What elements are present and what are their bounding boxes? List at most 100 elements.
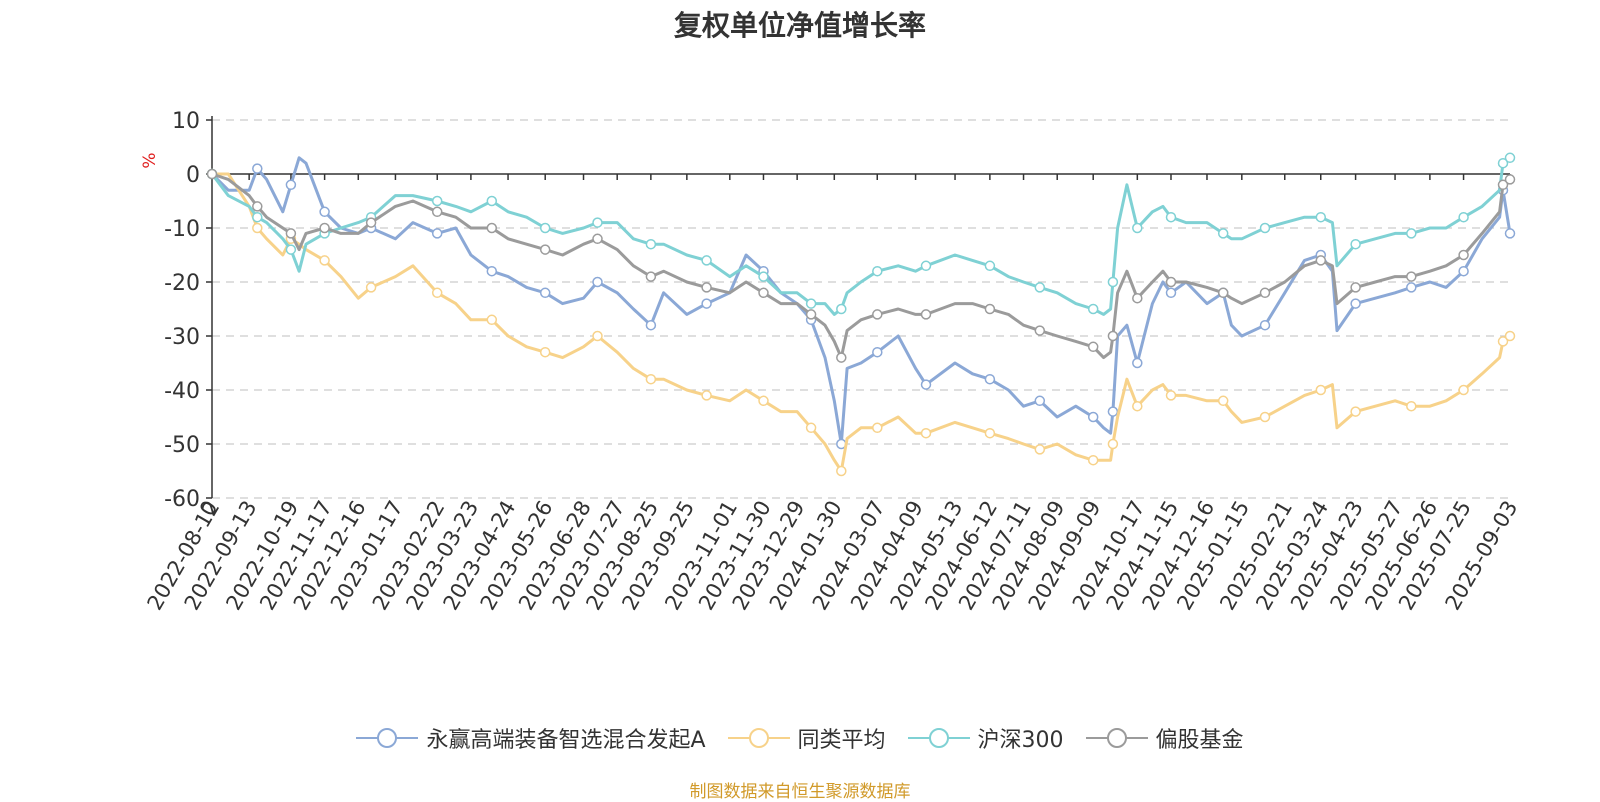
- series-point: [486, 222, 498, 234]
- series-point: [836, 352, 847, 363]
- series-point: [285, 244, 297, 255]
- series-point: [1350, 282, 1361, 293]
- y-tick-label: 10: [172, 109, 200, 134]
- series-point: [486, 265, 498, 277]
- series-point: [1132, 292, 1143, 304]
- series-point: [1087, 411, 1099, 423]
- series-point: [1217, 287, 1229, 299]
- series-point: [984, 303, 996, 315]
- series-point: [539, 244, 551, 255]
- y-tick-label: -20: [164, 271, 200, 296]
- series-point: [1497, 157, 1509, 169]
- y-tick-label: -60: [164, 487, 200, 512]
- series-line: [210, 156, 1511, 316]
- series-point: [1217, 395, 1229, 407]
- series-point: [252, 222, 263, 234]
- series-point: [872, 309, 883, 320]
- series-point: [1034, 395, 1046, 407]
- series-point: [1504, 330, 1516, 342]
- series-point: [319, 206, 330, 218]
- axes: [206, 116, 1511, 499]
- series-point: [701, 255, 712, 266]
- legend-label: 沪深300: [977, 728, 1064, 753]
- series-point: [592, 276, 603, 288]
- series-point: [920, 427, 932, 439]
- series-point: [805, 298, 817, 309]
- series-point: [1034, 444, 1046, 455]
- legend-swatch-icon: [356, 728, 419, 748]
- series-point: [1165, 287, 1177, 299]
- series-point: [1504, 228, 1516, 239]
- series-point: [1315, 211, 1327, 223]
- series-point: [539, 346, 551, 358]
- series-point: [431, 206, 443, 218]
- series-point: [365, 217, 377, 228]
- series-point: [645, 238, 657, 250]
- legend-item[interactable]: 永赢高端装备智选混合发起A: [356, 722, 706, 754]
- series-point: [1458, 211, 1469, 223]
- series-point: [431, 195, 443, 207]
- series-point: [984, 373, 996, 385]
- series-point: [1504, 152, 1516, 164]
- series-point: [1034, 325, 1046, 336]
- series-point: [645, 319, 657, 331]
- series-point: [872, 422, 883, 434]
- y-tick-label: -50: [164, 433, 200, 458]
- series-line: [212, 172, 1511, 473]
- series-point: [1458, 265, 1469, 277]
- series-point: [920, 260, 932, 272]
- legend-item[interactable]: 偏股基金: [1085, 722, 1244, 754]
- series-point: [1034, 282, 1046, 293]
- series-point: [486, 195, 498, 207]
- series-line: [211, 172, 1511, 360]
- series-point: [252, 211, 263, 223]
- legend-swatch-icon: [1085, 728, 1148, 748]
- series-point: [1406, 282, 1417, 293]
- series-point: [920, 309, 932, 320]
- series-point: [1217, 228, 1229, 239]
- source-note: 制图数据来自恒生聚源数据库: [689, 782, 911, 802]
- series-point: [1132, 400, 1143, 412]
- series-point: [1165, 276, 1177, 288]
- axis-labels: 100-10-20-30-40-50-60%2022-08-122022-09-…: [140, 109, 1522, 614]
- series-point: [592, 217, 603, 228]
- series-point: [1259, 222, 1271, 234]
- series-point: [1504, 174, 1516, 185]
- series-line: [210, 156, 1512, 446]
- series-point: [984, 427, 996, 439]
- series-point: [1350, 406, 1361, 417]
- series-point: [701, 298, 712, 309]
- series-point: [872, 346, 883, 358]
- series-point: [1350, 298, 1361, 309]
- legend-item[interactable]: 同类平均: [727, 722, 886, 754]
- series-point: [1087, 454, 1099, 466]
- series-point: [252, 201, 263, 212]
- legend-label: 偏股基金: [1155, 728, 1244, 753]
- series-point: [701, 282, 712, 293]
- series-lines: [206, 152, 1516, 477]
- series-point: [1259, 411, 1271, 423]
- series-point: [1259, 287, 1271, 299]
- series-point: [1315, 384, 1327, 396]
- series-point: [486, 314, 498, 326]
- series-point: [431, 228, 443, 239]
- y-tick-label: -10: [164, 217, 200, 242]
- series-point: [836, 465, 847, 477]
- legend-swatch-icon: [727, 728, 790, 748]
- y-tick-label: -40: [164, 379, 200, 404]
- series-point: [872, 265, 883, 277]
- series-point: [539, 287, 551, 299]
- series-point: [1259, 319, 1271, 331]
- series-point: [319, 255, 330, 266]
- series-point: [1107, 276, 1119, 288]
- series-point: [252, 163, 263, 174]
- series-point: [1497, 336, 1509, 347]
- series-point: [758, 395, 769, 407]
- series-point: [1165, 390, 1177, 401]
- series-point: [1132, 357, 1143, 369]
- series-point: [836, 303, 847, 315]
- series-point: [1458, 384, 1469, 396]
- series-point: [645, 271, 657, 282]
- legend-item[interactable]: 沪深300: [907, 722, 1064, 754]
- series-point: [1107, 330, 1119, 342]
